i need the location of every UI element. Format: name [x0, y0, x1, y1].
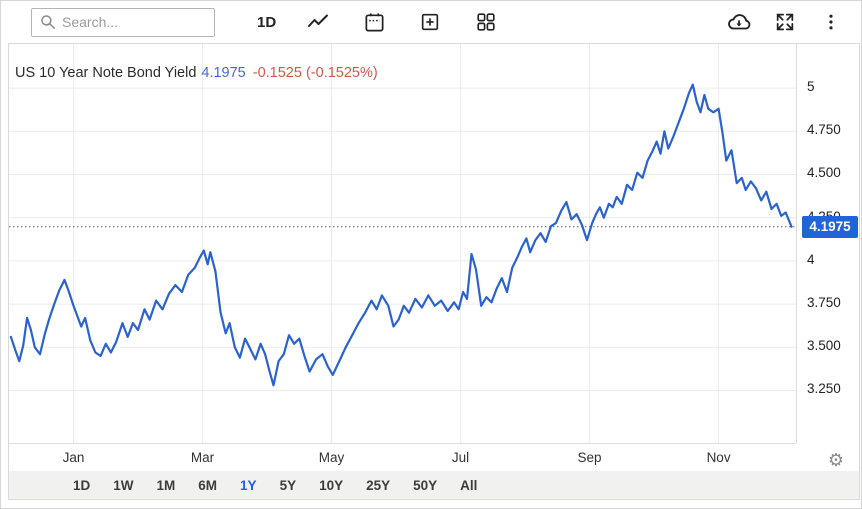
y-axis-label: 5 [807, 79, 815, 95]
line-chart-icon [308, 14, 329, 27]
y-axis-label: 3.500 [807, 338, 841, 354]
x-axis[interactable]: Jan Mar May Jul Sep Nov [9, 443, 796, 471]
calendar-button[interactable] [360, 8, 388, 36]
x-axis-label: Jul [451, 450, 470, 465]
y-axis-label: 4.500 [807, 165, 841, 181]
toolbar-right-group [707, 8, 845, 36]
search-box[interactable] [31, 7, 215, 37]
fullscreen-icon [776, 13, 794, 31]
layout-button[interactable] [472, 8, 500, 36]
change-value: -0.1525 [252, 65, 302, 81]
y-axis-label: 4 [807, 251, 815, 267]
cloud-download-icon [728, 14, 751, 30]
price-chart-svg [9, 44, 796, 443]
interval-button[interactable]: 1D [257, 13, 277, 31]
last-value: 4.1975 [201, 65, 246, 81]
y-axis-label: 3.750 [807, 295, 841, 311]
more-vertical-icon [829, 14, 833, 30]
chart-plot-area[interactable] [9, 44, 796, 443]
range-button-all[interactable]: All [460, 477, 478, 493]
y-axis-label: 4.750 [807, 122, 841, 138]
x-axis-label: Nov [706, 450, 731, 465]
grid-layout-icon [477, 13, 495, 31]
range-button-1d[interactable]: 1D [73, 477, 91, 493]
chart-title: US 10 Year Note Bond Yield 4.1975 -0.1525 … [15, 65, 378, 81]
range-button-50y[interactable]: 50Y [413, 477, 438, 493]
range-button-6m[interactable]: 6M [198, 477, 218, 493]
chart-settings-button[interactable]: ⚙ [827, 449, 845, 470]
add-panel-button[interactable] [416, 8, 444, 36]
chart-type-button[interactable] [304, 8, 332, 36]
instrument-name: US 10 Year Note Bond Yield [15, 65, 197, 81]
download-button[interactable] [725, 8, 753, 36]
range-button-1m[interactable]: 1M [156, 477, 176, 493]
chart-card: US 10 Year Note Bond Yield 4.1975 -0.1525 … [8, 43, 860, 500]
range-selector-bar: 1D 1W 1M 6M 1Y 5Y 10Y 25Y 50Y All [9, 471, 859, 499]
search-input[interactable] [62, 14, 206, 30]
range-button-1w[interactable]: 1W [113, 477, 134, 493]
top-toolbar: 1D [1, 1, 861, 43]
range-button-1y[interactable]: 1Y [240, 477, 257, 493]
range-button-25y[interactable]: 25Y [366, 477, 391, 493]
y-axis-label: 3.250 [807, 381, 841, 397]
x-axis-label: Sep [577, 450, 602, 465]
range-button-10y[interactable]: 10Y [319, 477, 344, 493]
yield-line-series [9, 83, 793, 387]
fullscreen-button[interactable] [771, 8, 799, 36]
search-icon [41, 15, 55, 29]
x-axis-label: Mar [190, 450, 215, 465]
range-button-5y[interactable]: 5Y [279, 477, 297, 493]
more-menu-button[interactable] [817, 8, 845, 36]
change-percent: (-0.1525%) [305, 65, 378, 81]
x-axis-label: May [318, 450, 345, 465]
current-price-tag: 4.1975 [802, 215, 858, 238]
calendar-icon [365, 12, 384, 32]
add-panel-icon [422, 13, 439, 31]
x-axis-label: Jan [62, 450, 85, 465]
